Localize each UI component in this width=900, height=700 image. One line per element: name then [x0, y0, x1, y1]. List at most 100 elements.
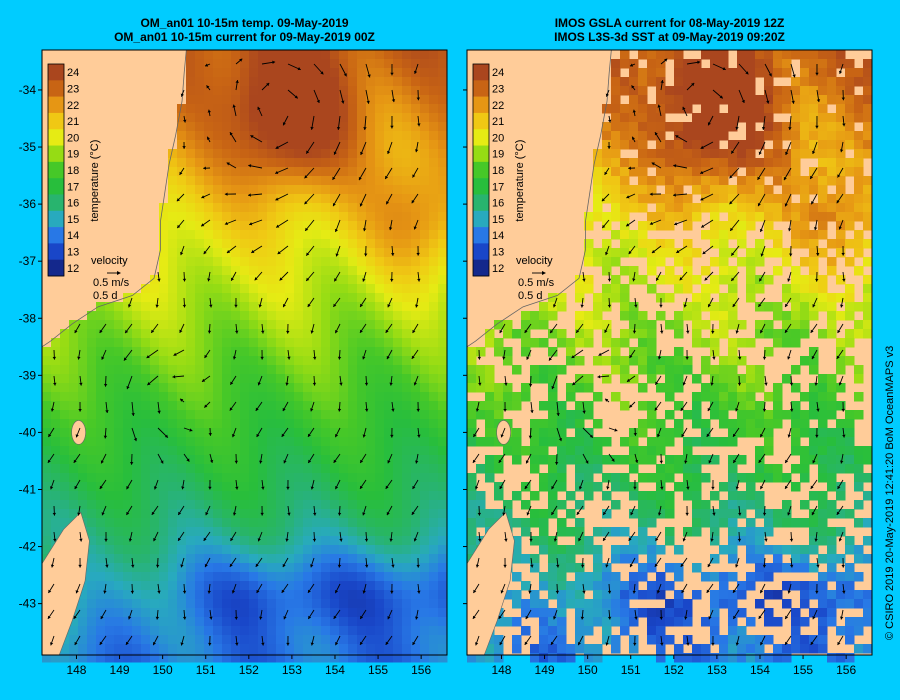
- credit-text: © CSIRO 2019 20-May-2019 12:41:20 BoM Oc…: [884, 345, 896, 640]
- lon-tick-label: 154: [325, 663, 345, 677]
- lat-tick-label: -42: [19, 540, 37, 554]
- colorbar-swatch: [48, 161, 64, 179]
- left-lon-axis: 148 149 150 151 152 153 154 155 156: [66, 655, 431, 677]
- colorbar-swatch: [473, 161, 489, 179]
- lat-tick-label: -39: [19, 368, 37, 382]
- lon-tick-label: 154: [750, 663, 770, 677]
- lat-tick-label: -34: [19, 83, 37, 97]
- colorbar-swatch: [48, 227, 64, 244]
- colorbar-swatch: [473, 145, 489, 163]
- colorbar-swatch: [473, 227, 489, 244]
- colorbar-tick-label: 24: [67, 67, 79, 79]
- right-coastline: [466, 49, 612, 348]
- lat-tick-label: -41: [19, 482, 37, 496]
- lon-tick-label: 151: [621, 663, 641, 677]
- right-current-vectors: [472, 58, 846, 646]
- lon-tick-label: 152: [239, 663, 259, 677]
- colorbar-tick-label: 16: [492, 198, 504, 210]
- colorbar-swatch: [473, 64, 489, 81]
- colorbar-swatch: [48, 112, 64, 130]
- velocity-key-text: velocity: [516, 255, 553, 267]
- left-map-panel: 24 23 22 21 20 19 18 17 16 15 14 13 12 temperature (°…: [19, 49, 448, 677]
- velocity-key-text: velocity: [91, 255, 128, 267]
- right-title-line1: IMOS GSLA current for 08-May-2019 12Z: [554, 16, 785, 30]
- colorbar-swatch: [48, 80, 64, 97]
- colorbar-swatch: [473, 96, 489, 114]
- left-tasmania-land: [41, 511, 90, 656]
- colorbar-swatch: [473, 259, 489, 277]
- colorbar-swatch: [473, 210, 489, 228]
- lon-tick-label: 150: [153, 663, 173, 677]
- colorbar-swatch: [473, 129, 489, 146]
- lat-tick-label: -43: [19, 597, 37, 611]
- left-velocity-key: velocity 0.5 m/s0.5 d: [91, 255, 130, 302]
- colorbar-tick-label: 19: [67, 149, 79, 161]
- right-map-frame: [466, 49, 873, 656]
- colorbar-swatch: [48, 243, 64, 260]
- velocity-key-text: 0.5 m/s: [93, 277, 130, 289]
- lat-tick-label: -38: [19, 311, 37, 325]
- right-tasmania-land: [466, 511, 515, 656]
- colorbar-swatch: [473, 243, 489, 260]
- colorbar-swatch: [48, 259, 64, 277]
- velocity-key-text: 0.5 m/s: [518, 277, 555, 289]
- lon-tick-label: 152: [664, 663, 684, 677]
- colorbar-swatch: [473, 194, 489, 212]
- right-lat-axis: [463, 89, 467, 605]
- lon-tick-label: 150: [578, 663, 598, 677]
- colorbar-tick-label: 23: [492, 83, 504, 95]
- colorbar-tick-label: 13: [67, 247, 79, 259]
- right-panel-title: IMOS GSLA current for 08-May-2019 12Z IM…: [467, 16, 872, 44]
- velocity-key-text: 0.5 d: [518, 290, 542, 302]
- colorbar-tick-label: 15: [492, 214, 504, 226]
- colorbar-swatch: [48, 129, 64, 146]
- colorbar-swatch: [473, 80, 489, 97]
- left-map-frame: [41, 49, 448, 656]
- right-title-line2: IMOS L3S-3d SST at 09-May-2019 09:20Z: [554, 30, 785, 44]
- lon-tick-label: 149: [535, 663, 555, 677]
- colorbar-tick-label: 16: [67, 198, 79, 210]
- lat-tick-label: -40: [19, 425, 37, 439]
- colorbar-tick-label: 20: [67, 132, 79, 144]
- colorbar-swatch: [48, 64, 64, 81]
- lon-tick-label: 153: [282, 663, 302, 677]
- colorbar-swatch: [48, 210, 64, 228]
- lat-tick-label: -37: [19, 254, 37, 268]
- lon-tick-label: 156: [836, 663, 856, 677]
- left-title-line1: OM_an01 10-15m temp. 09-May-2019: [140, 16, 349, 30]
- lon-tick-label: 149: [110, 663, 130, 677]
- colorbar-tick-label: 18: [492, 165, 504, 177]
- left-title-line2: OM_an01 10-15m current for 09-May-2019 0…: [114, 30, 375, 44]
- colorbar-tick-label: 14: [67, 230, 79, 242]
- right-colorbar: 24 23 22 21 20 19 18 17 16 15 14 13 12 temperature (°…: [472, 63, 526, 277]
- lon-tick-label: 156: [411, 663, 431, 677]
- colorbar-tick-label: 20: [492, 132, 504, 144]
- colorbar-swatch: [473, 178, 489, 195]
- colorbar-tick-label: 13: [492, 247, 504, 259]
- colorbar-tick-label: 12: [67, 263, 79, 275]
- lon-tick-label: 148: [66, 663, 86, 677]
- lat-tick-label: -36: [19, 197, 37, 211]
- left-panel-title: OM_an01 10-15m temp. 09-May-2019 OM_an01…: [42, 16, 447, 44]
- colorbar-tick-label: 19: [492, 149, 504, 161]
- colorbar-tick-label: 22: [67, 100, 79, 112]
- colorbar-tick-label: 15: [67, 214, 79, 226]
- colorbar-swatch: [48, 145, 64, 163]
- colorbar-tick-label: 24: [492, 67, 504, 79]
- lon-tick-label: 151: [196, 663, 216, 677]
- colorbar-swatch: [48, 178, 64, 195]
- right-sst-field: [467, 50, 873, 663]
- left-colorbar: 24 23 22 21 20 19 18 17 16 15 14 13 12 temperature (°…: [47, 63, 101, 277]
- right-lon-axis: 148 149 150 151 152 153 154 155 156: [491, 655, 856, 677]
- colorbar-tick-label: 17: [67, 181, 79, 193]
- colorbar-swatch: [48, 96, 64, 114]
- lon-tick-label: 155: [368, 663, 388, 677]
- left-current-vectors: [47, 58, 421, 646]
- colorbar-tick-label: 17: [492, 181, 504, 193]
- lon-tick-label: 148: [491, 663, 511, 677]
- colorbar-tick-label: 14: [492, 230, 504, 242]
- left-coastline: [41, 49, 187, 348]
- left-lat-axis: -34 -35 -36 -37 -38 -39 -40 -41 -42 -43: [19, 83, 42, 611]
- right-map-panel: 24 23 22 21 20 19 18 17 16 15 14 13 12 temperature (°…: [463, 49, 873, 677]
- velocity-key-text: 0.5 d: [93, 290, 117, 302]
